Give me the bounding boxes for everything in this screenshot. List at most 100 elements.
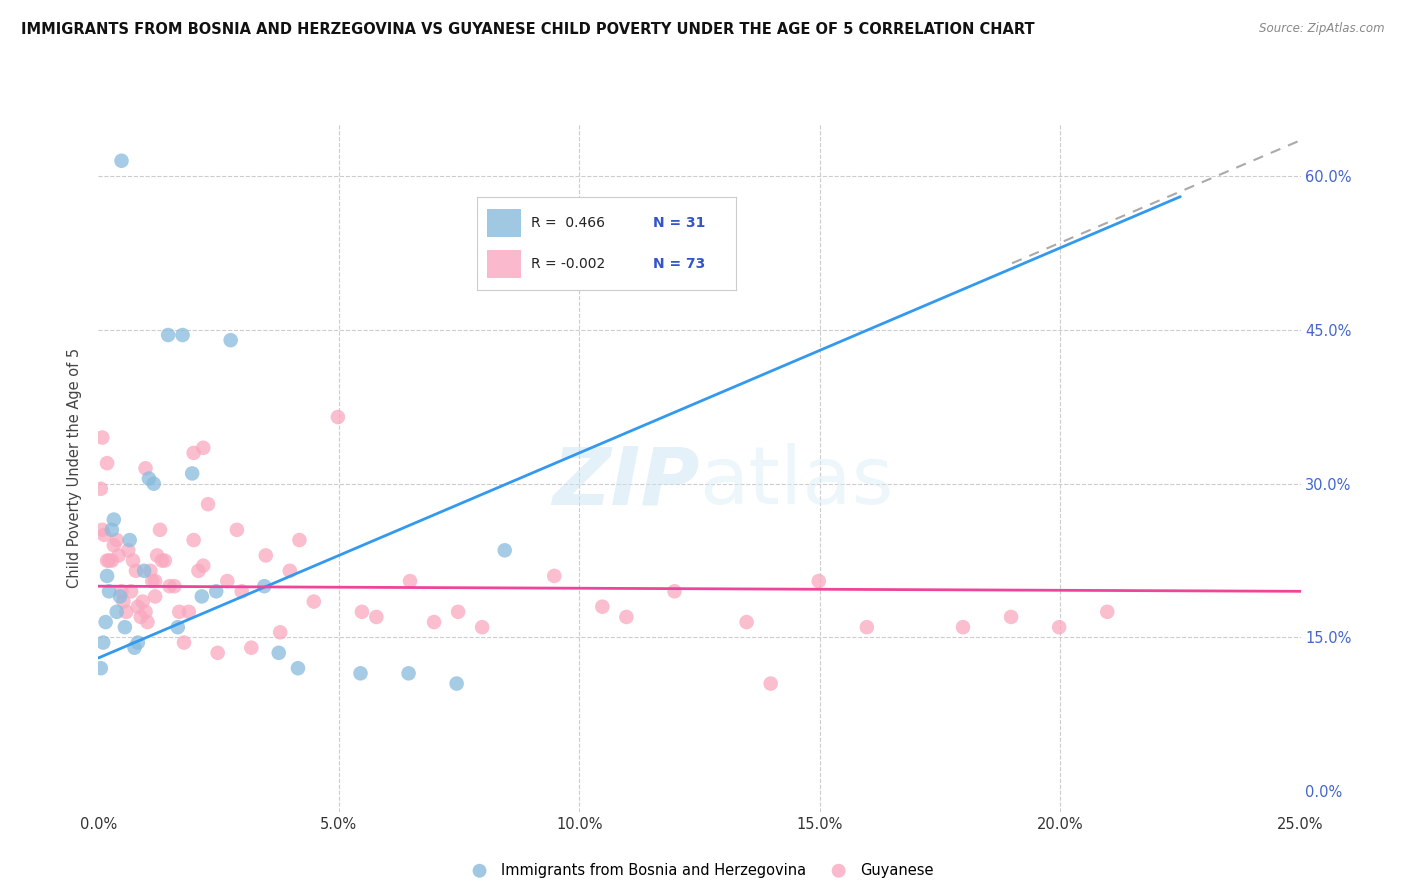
Point: [207, 646, 229, 660]
Point: [136, 615, 159, 629]
Point: [253, 579, 276, 593]
Point: [193, 558, 215, 573]
Point: [172, 328, 194, 343]
Point: [856, 620, 879, 634]
Point: [167, 605, 190, 619]
Bar: [488, 209, 522, 237]
Point: [94, 615, 117, 629]
Point: [112, 594, 135, 608]
Point: [122, 553, 145, 567]
Bar: [488, 250, 522, 277]
Point: [1047, 620, 1070, 634]
Point: [105, 605, 128, 619]
Point: [142, 476, 165, 491]
Point: [254, 549, 277, 563]
Point: [90, 482, 112, 496]
Point: [1097, 605, 1119, 619]
Point: [149, 523, 172, 537]
Text: N = 31: N = 31: [652, 216, 706, 230]
Point: [183, 446, 205, 460]
Point: [146, 549, 169, 563]
Y-axis label: Child Poverty Under the Age of 5: Child Poverty Under the Age of 5: [67, 348, 83, 589]
Point: [114, 620, 136, 634]
Point: [125, 564, 148, 578]
Point: [177, 605, 200, 619]
Point: [118, 533, 141, 547]
Point: [93, 528, 115, 542]
Point: [91, 523, 114, 537]
Point: [423, 615, 446, 629]
Point: [110, 153, 132, 168]
Point: [217, 574, 239, 588]
Point: [143, 574, 166, 588]
Text: R =  0.466: R = 0.466: [531, 216, 606, 230]
Point: [807, 574, 830, 588]
Point: [446, 676, 468, 690]
Point: [591, 599, 613, 614]
Point: [101, 523, 124, 537]
Point: [103, 538, 125, 552]
Point: [150, 553, 173, 567]
Point: [205, 584, 228, 599]
Point: [302, 594, 325, 608]
Legend: Immigrants from Bosnia and Herzegovina, Guyanese: Immigrants from Bosnia and Herzegovina, …: [460, 856, 939, 883]
Point: [187, 564, 209, 578]
Point: [267, 646, 290, 660]
Point: [759, 676, 782, 690]
Point: [616, 610, 638, 624]
Point: [366, 610, 388, 624]
Point: [98, 553, 121, 567]
Point: [349, 666, 371, 681]
Point: [269, 625, 291, 640]
Point: [471, 620, 494, 634]
Point: [664, 584, 686, 599]
Point: [135, 605, 157, 619]
Point: [96, 456, 118, 470]
Point: [90, 661, 112, 675]
Point: [138, 471, 160, 485]
Text: atlas: atlas: [700, 443, 894, 521]
Point: [183, 533, 205, 547]
Point: [120, 584, 142, 599]
Point: [398, 666, 420, 681]
Point: [98, 584, 121, 599]
Point: [163, 579, 186, 593]
Point: [952, 620, 974, 634]
Point: [181, 467, 204, 481]
Point: [326, 410, 349, 425]
Point: [91, 635, 114, 649]
Point: [191, 590, 214, 604]
Point: [91, 431, 114, 445]
Point: [494, 543, 516, 558]
Point: [240, 640, 263, 655]
Point: [96, 569, 118, 583]
Point: [219, 333, 242, 347]
Point: [287, 661, 309, 675]
Point: [350, 605, 373, 619]
Point: [157, 328, 180, 343]
Point: [143, 590, 166, 604]
Point: [399, 574, 422, 588]
Point: [127, 635, 149, 649]
Point: [159, 579, 181, 593]
Text: R = -0.002: R = -0.002: [531, 257, 606, 271]
Point: [166, 620, 188, 634]
Point: [105, 533, 128, 547]
Point: [101, 553, 124, 567]
Point: [278, 564, 301, 578]
Point: [197, 497, 219, 511]
Point: [153, 553, 176, 567]
Point: [543, 569, 565, 583]
Point: [735, 615, 758, 629]
Point: [288, 533, 311, 547]
Point: [117, 543, 139, 558]
Text: IMMIGRANTS FROM BOSNIA AND HERZEGOVINA VS GUYANESE CHILD POVERTY UNDER THE AGE O: IMMIGRANTS FROM BOSNIA AND HERZEGOVINA V…: [21, 22, 1035, 37]
Point: [103, 512, 125, 526]
Point: [127, 599, 149, 614]
Point: [96, 553, 118, 567]
Text: Source: ZipAtlas.com: Source: ZipAtlas.com: [1260, 22, 1385, 36]
Text: ZIP: ZIP: [553, 443, 700, 521]
Text: N = 73: N = 73: [652, 257, 704, 271]
Point: [139, 564, 162, 578]
Point: [447, 605, 470, 619]
